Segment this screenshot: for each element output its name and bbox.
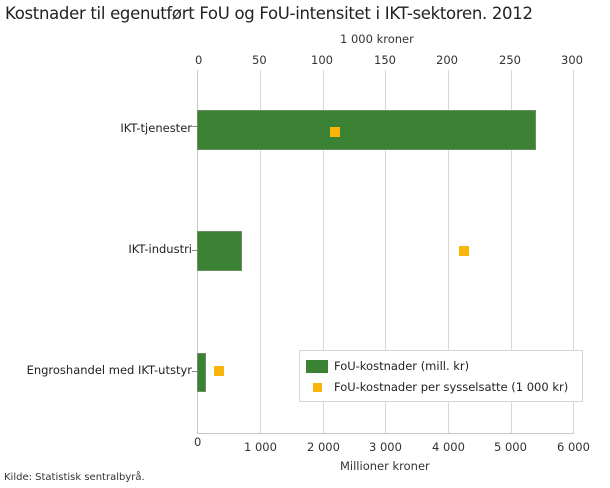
category-tick	[192, 371, 197, 372]
legend-label: FoU-kostnader (mill. kr)	[334, 359, 470, 373]
category-label: IKT-tjenester	[120, 121, 192, 135]
bottom-tick: 0	[194, 435, 202, 449]
category-tick	[192, 126, 197, 127]
legend: FoU-kostnader (mill. kr) FoU-kostnader p…	[299, 350, 583, 402]
top-tick: 150	[374, 53, 396, 67]
bottom-tick: 1 000	[244, 440, 277, 454]
gridline	[323, 70, 324, 434]
bar-ikt-industri	[197, 231, 242, 271]
top-tick: 100	[311, 53, 333, 67]
bottom-axis-line	[197, 433, 574, 434]
point-engroshandel	[214, 366, 224, 376]
gridline	[573, 70, 574, 434]
bottom-tick: 3 000	[369, 440, 402, 454]
bottom-tick: 4 000	[432, 440, 465, 454]
legend-label: FoU-kostnader per sysselsatte (1 000 kr)	[334, 380, 569, 394]
bottom-axis-label: Millioner kroner	[340, 459, 430, 473]
gridline	[260, 70, 261, 434]
gridline	[511, 70, 512, 434]
gridline	[385, 70, 386, 434]
bottom-tick: 2 000	[307, 440, 340, 454]
category-label: Engroshandel med IKT-utstyr	[26, 363, 192, 377]
top-tick: 250	[499, 53, 521, 67]
legend-item-point: FoU-kostnader per sysselsatte (1 000 kr)	[306, 380, 568, 394]
top-tick: 0	[195, 53, 203, 67]
bottom-tick: 6 000	[557, 440, 590, 454]
bar-swatch-icon	[306, 360, 328, 373]
top-tick: 300	[561, 53, 583, 67]
point-swatch-icon	[313, 383, 322, 392]
gridline	[448, 70, 449, 434]
bottom-tick: 5 000	[494, 440, 527, 454]
category-label: IKT-industri	[128, 242, 192, 256]
top-tick: 50	[252, 53, 267, 67]
source-note: Kilde: Statistisk sentralbyrå.	[4, 472, 145, 483]
point-ikt-industri	[459, 246, 469, 256]
point-ikt-tjenester	[330, 127, 340, 137]
top-tick: 200	[436, 53, 458, 67]
legend-item-bar: FoU-kostnader (mill. kr)	[306, 359, 469, 373]
category-tick	[192, 250, 197, 251]
bar-ikt-tjenester	[197, 110, 536, 150]
bar-engroshandel	[197, 353, 206, 392]
top-axis-label: 1 000 kroner	[340, 32, 414, 46]
chart-title: Kostnader til egenutført FoU og FoU-inte…	[5, 4, 533, 23]
